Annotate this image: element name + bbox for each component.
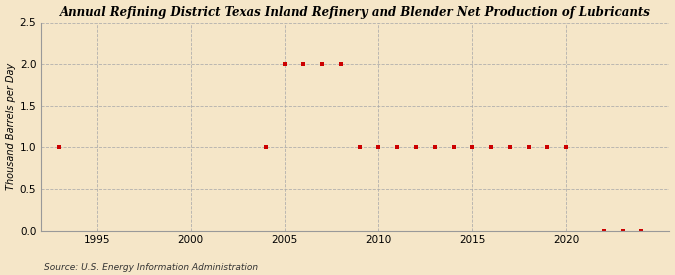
Y-axis label: Thousand Barrels per Day: Thousand Barrels per Day [5,63,16,190]
Title: Annual Refining District Texas Inland Refinery and Blender Net Production of Lub: Annual Refining District Texas Inland Re… [59,6,651,18]
Text: Source: U.S. Energy Information Administration: Source: U.S. Energy Information Administ… [44,263,258,272]
